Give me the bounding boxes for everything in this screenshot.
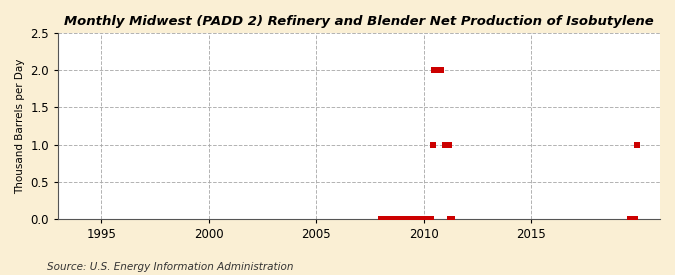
Point <box>381 216 392 221</box>
Point <box>445 216 456 221</box>
Point <box>377 216 387 221</box>
Point <box>630 216 641 221</box>
Point <box>416 216 427 221</box>
Title: Monthly Midwest (PADD 2) Refinery and Blender Net Production of Isobutylene: Monthly Midwest (PADD 2) Refinery and Bl… <box>64 15 654 28</box>
Point <box>429 68 439 73</box>
Point <box>397 216 408 221</box>
Point <box>443 142 454 147</box>
Point <box>434 68 445 73</box>
Point <box>439 142 450 147</box>
Point <box>626 216 637 221</box>
Point <box>411 216 422 221</box>
Point <box>631 142 642 147</box>
Point <box>382 216 393 221</box>
Point <box>425 216 436 221</box>
Point <box>431 68 441 73</box>
Point <box>441 142 452 147</box>
Y-axis label: Thousand Barrels per Day: Thousand Barrels per Day <box>15 58 25 194</box>
Point <box>404 216 414 221</box>
Point <box>393 216 404 221</box>
Point <box>436 68 447 73</box>
Point <box>384 216 395 221</box>
Point <box>423 216 434 221</box>
Point <box>409 216 420 221</box>
Point <box>624 216 635 221</box>
Point <box>395 216 406 221</box>
Point <box>386 216 397 221</box>
Point <box>420 216 431 221</box>
Point <box>422 216 433 221</box>
Point <box>387 216 398 221</box>
Point <box>413 216 424 221</box>
Text: Source: U.S. Energy Information Administration: Source: U.S. Energy Information Administ… <box>47 262 294 272</box>
Point <box>402 216 413 221</box>
Point <box>392 216 402 221</box>
Point <box>628 216 639 221</box>
Point <box>418 216 429 221</box>
Point <box>375 216 386 221</box>
Point <box>389 216 400 221</box>
Point <box>400 216 411 221</box>
Point <box>398 216 409 221</box>
Point <box>427 142 438 147</box>
Point <box>447 216 458 221</box>
Point <box>414 216 425 221</box>
Point <box>408 216 418 221</box>
Point <box>406 216 416 221</box>
Point <box>379 216 389 221</box>
